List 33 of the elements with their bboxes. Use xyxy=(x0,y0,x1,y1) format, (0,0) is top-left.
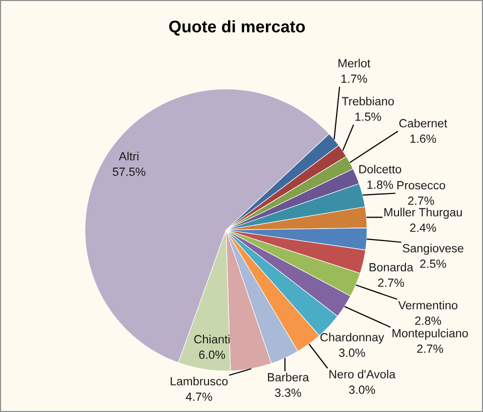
data-label: 2.7% xyxy=(378,278,404,287)
data-label: 2.8% xyxy=(415,316,442,325)
slice-label: Altri xyxy=(118,152,138,160)
slice-label: Cabernet xyxy=(399,118,448,128)
slice-label: Trebbiano xyxy=(342,96,394,106)
slice-label: Muller Thurgau xyxy=(384,208,462,219)
data-label: 2.5% xyxy=(420,260,446,268)
slice-label: Chianti xyxy=(194,334,230,344)
slice-label: Dolcetto xyxy=(359,164,402,174)
slice-label: Chardonnay xyxy=(320,332,384,344)
data-label: 3.0% xyxy=(338,348,366,357)
data-label: 2.7% xyxy=(408,196,434,205)
slice-label: Nero d'Avola xyxy=(329,370,396,378)
data-label: 1.8% xyxy=(367,180,394,189)
slice-label: Sangiovese xyxy=(402,244,464,255)
slice-label: Prosecco xyxy=(397,181,446,190)
data-label: 2.4% xyxy=(410,224,436,232)
slice-label: Barbera xyxy=(268,372,309,382)
chart-title: Quote di mercato xyxy=(169,20,305,36)
data-label: 3.0% xyxy=(348,386,376,394)
data-label: 1.6% xyxy=(410,134,436,143)
slice-label: Vermentino xyxy=(398,300,458,310)
data-label: 6.0% xyxy=(199,350,226,359)
data-label: 1.7% xyxy=(341,74,368,83)
data-label: 57.5% xyxy=(112,168,146,176)
data-label: 2.7% xyxy=(417,344,444,353)
data-label: 1.5% xyxy=(355,112,382,121)
slice-label: Merlot xyxy=(338,58,370,68)
data-label: 3.3% xyxy=(274,388,302,397)
slice-label: Montepulciano xyxy=(392,328,468,340)
data-label: 4.7% xyxy=(186,392,212,401)
slice-label: Bonarda xyxy=(370,262,414,272)
slice-label: Lambrusco xyxy=(170,376,228,386)
